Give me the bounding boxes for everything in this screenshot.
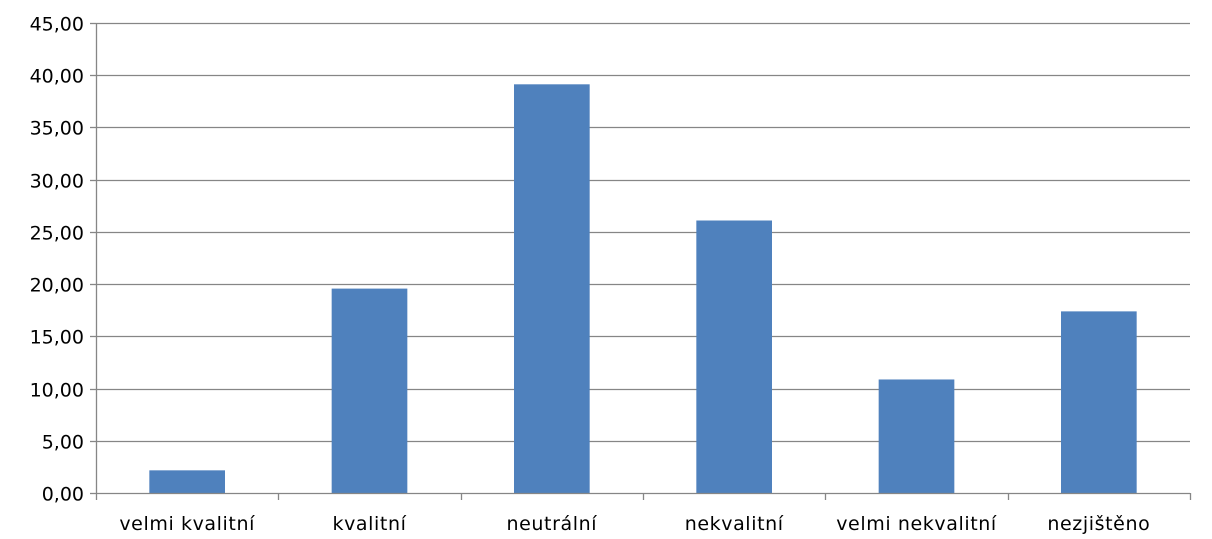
y-tick-label: 5,00	[42, 432, 84, 454]
x-category-label: neutrální	[506, 513, 597, 535]
y-tick-label: 40,00	[30, 66, 84, 88]
y-tick-label: 10,00	[30, 380, 84, 402]
y-tick-label: 25,00	[30, 223, 84, 245]
y-tick-label: 45,00	[30, 14, 84, 36]
bar-4	[696, 220, 773, 493]
x-category-label: kvalitní	[332, 513, 406, 535]
y-tick-label: 15,00	[30, 327, 84, 349]
y-tick-labels: 0,00 5,00 10,00 15,00 20,00 25,00 30,00 35,00 40…	[30, 14, 84, 506]
x-category-labels: velmi kvalitní kvalitní neutrální nekvalitn…	[119, 513, 1150, 535]
y-tick-label: 20,00	[30, 275, 84, 297]
y-tick-label: 0,00	[42, 484, 84, 506]
axes	[90, 22, 1192, 500]
x-category-label: nezjištěno	[1047, 513, 1150, 535]
y-tick-label: 35,00	[30, 118, 84, 140]
x-category-label: velmi kvalitní	[119, 513, 255, 535]
bar-1	[149, 470, 226, 493]
bar-5	[878, 379, 955, 493]
x-category-label: velmi nekvalitní	[836, 513, 997, 535]
bar-2	[331, 288, 408, 493]
bar-6	[1060, 311, 1137, 493]
gridlines	[96, 22, 1190, 443]
bars	[149, 84, 1137, 493]
bar-3	[513, 84, 590, 493]
y-tick-label: 30,00	[30, 171, 84, 193]
x-category-label: nekvalitní	[685, 513, 784, 535]
